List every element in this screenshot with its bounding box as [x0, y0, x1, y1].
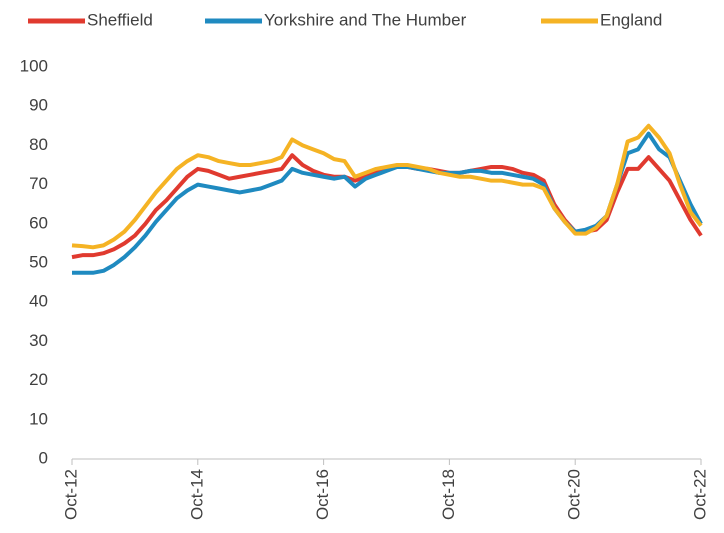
- legend-label: Sheffield: [87, 10, 153, 29]
- y-tick-label: 20: [29, 370, 48, 389]
- x-tick-label: Oct-16: [313, 469, 332, 520]
- y-tick-label: 90: [29, 96, 48, 115]
- x-tick-label: Oct-14: [187, 469, 206, 520]
- y-tick-label: 50: [29, 252, 48, 271]
- y-tick-label: 100: [20, 56, 48, 75]
- line-series: [71, 123, 703, 250]
- x-tick-label: Oct-20: [565, 469, 584, 520]
- y-tick-label: 80: [29, 135, 48, 154]
- x-tick-label: Oct-18: [439, 469, 458, 520]
- y-tick-label: 30: [29, 331, 48, 350]
- line-series: [72, 131, 703, 275]
- x-tick-label: Oct-22: [690, 469, 709, 520]
- y-tick-label: 40: [29, 292, 48, 311]
- y-tick-label: 60: [29, 213, 48, 232]
- y-tick-label: 10: [29, 409, 48, 428]
- x-tick-label: Oct-12: [61, 469, 80, 520]
- y-tick-label: 70: [29, 174, 48, 193]
- legend-label: England: [600, 10, 662, 29]
- y-tick-label: 0: [39, 448, 48, 467]
- legend-label: Yorkshire and The Humber: [264, 10, 467, 29]
